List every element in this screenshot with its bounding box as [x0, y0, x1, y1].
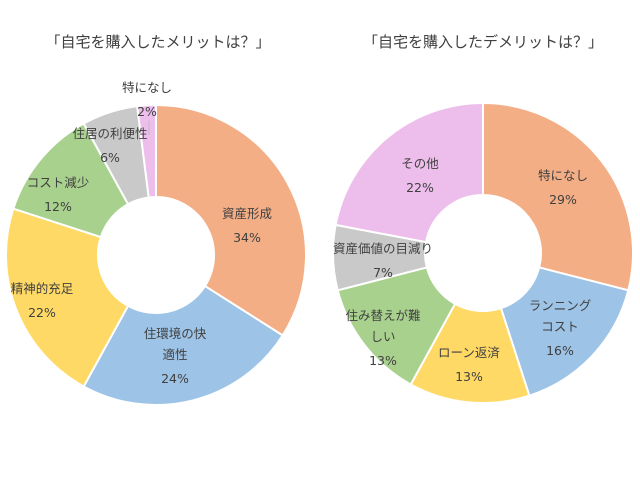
donut-slice	[12, 122, 130, 239]
slice-value-label: 22%	[406, 180, 434, 195]
slice-value-label: 16%	[546, 343, 574, 358]
donut-slice	[336, 266, 457, 386]
slice-value-label: 13%	[455, 369, 483, 384]
donut-slice	[155, 103, 307, 337]
slice-label: その他	[401, 156, 439, 171]
slice-label: 資産価値の目減り	[333, 241, 433, 256]
donut-slice	[136, 103, 157, 199]
donut-slice	[334, 101, 484, 244]
slice-label: 特になし	[122, 80, 172, 95]
slice-label: ランニング	[529, 298, 592, 313]
slice-label: 住居の利便性	[72, 126, 147, 141]
donut-slice	[5, 207, 130, 388]
slice-label: 適性	[162, 347, 187, 362]
slice-value-label: 24%	[161, 371, 189, 386]
slice-label: 住環境の快	[144, 326, 207, 341]
slice-value-label: 13%	[369, 353, 397, 368]
slice-label: 住み替えが難	[345, 308, 420, 323]
slice-value-label: 2%	[137, 104, 157, 119]
donut-slice	[409, 302, 531, 404]
slice-value-label: 7%	[373, 265, 393, 280]
merit-chart-title: 「自宅を購入したメリットは？」	[45, 33, 270, 51]
donut-slice	[499, 266, 630, 397]
slice-value-label: 6%	[100, 150, 120, 165]
slice-label: コスト減少	[27, 175, 90, 190]
donut-slice	[482, 101, 634, 292]
slice-label: 特になし	[538, 168, 588, 183]
slice-label: コスト	[541, 319, 579, 334]
slice-label: しい	[370, 329, 395, 344]
slice-value-label: 29%	[549, 192, 577, 207]
slice-value-label: 12%	[44, 199, 72, 214]
slice-value-label: 34%	[233, 230, 261, 245]
demerit-chart-title: 「自宅を購入したデメリットは？」	[363, 33, 603, 51]
donut-slice	[82, 284, 285, 406]
slice-label: ローン返済	[438, 345, 500, 360]
slice-label: 精神的充足	[11, 281, 74, 296]
slice-value-label: 22%	[28, 305, 56, 320]
slice-label: 資産形成	[222, 206, 272, 221]
